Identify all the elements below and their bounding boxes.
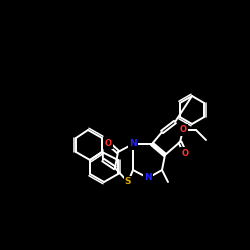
Text: O: O bbox=[182, 148, 188, 158]
Text: S: S bbox=[125, 178, 131, 186]
Text: O: O bbox=[180, 126, 186, 134]
Text: N: N bbox=[144, 174, 152, 182]
Text: O: O bbox=[104, 138, 112, 147]
Text: N: N bbox=[129, 140, 137, 148]
